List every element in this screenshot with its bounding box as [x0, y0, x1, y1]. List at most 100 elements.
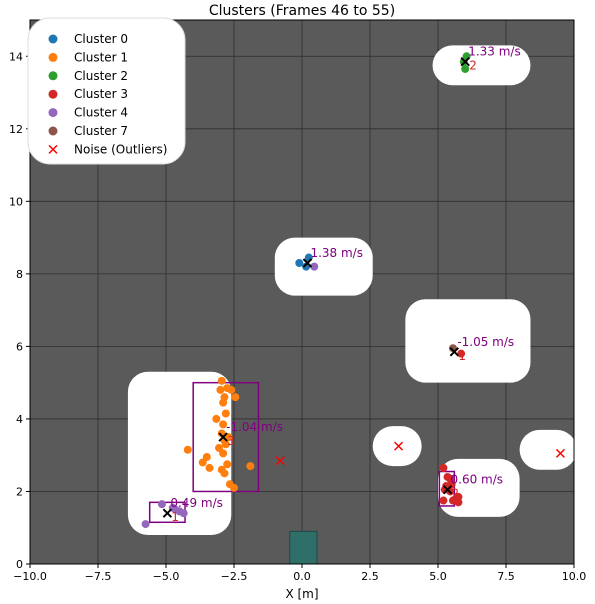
legend-marker	[48, 34, 58, 44]
x-marker-stroke	[48, 144, 58, 154]
data-point	[219, 398, 228, 407]
speed-label: 0.60 m/s	[451, 473, 504, 487]
x-tick-label: −7.5	[85, 570, 112, 583]
x-marker-stroke	[162, 508, 173, 518]
highlight-region	[405, 299, 531, 383]
data-point	[224, 433, 233, 442]
y-tick-label: 4	[16, 413, 23, 426]
data-point	[216, 385, 225, 394]
data-point	[219, 449, 228, 458]
speed-label: 1.33 m/s	[468, 45, 521, 59]
y-tick-label: 6	[16, 340, 23, 353]
legend-label: Cluster 3	[74, 87, 128, 101]
legend-marker	[48, 89, 58, 99]
data-point	[215, 443, 224, 452]
cluster-bounding-box	[438, 470, 456, 507]
data-point	[439, 463, 448, 472]
data-point	[179, 509, 188, 518]
speed-label: 0.49 m/s	[170, 496, 223, 510]
legend-marker	[48, 71, 58, 81]
data-point	[231, 393, 240, 402]
cluster-id-label: 2	[452, 487, 460, 501]
x-tick-label: 7.5	[497, 570, 515, 583]
data-point	[221, 440, 230, 449]
highlight-region	[127, 371, 232, 535]
data-point	[183, 445, 192, 454]
data-point	[220, 469, 229, 478]
highlight-region	[372, 426, 422, 467]
legend-label: Cluster 2	[74, 69, 128, 83]
data-point	[157, 500, 166, 509]
highlight-region	[519, 429, 577, 470]
x-marker-stroke	[302, 258, 313, 268]
data-point	[212, 414, 221, 423]
legend-marker	[48, 52, 58, 62]
centroid-marker	[460, 56, 470, 67]
centroid-marker	[302, 258, 313, 268]
centroid-marker	[218, 432, 228, 442]
data-point	[310, 262, 319, 271]
ego-vehicle	[289, 530, 318, 565]
legend-marker	[48, 108, 58, 118]
x-axis-label: X [m]	[285, 587, 318, 601]
highlight-region	[432, 45, 531, 86]
legend-label: Cluster 1	[74, 50, 128, 64]
cluster-id-label: 1	[458, 349, 466, 363]
x-tick-label: −10.0	[13, 570, 47, 583]
noise-marker	[555, 448, 565, 458]
x-tick-label: 0.0	[293, 570, 311, 583]
legend-marker	[48, 126, 58, 136]
cluster-id-label: 1	[171, 510, 179, 524]
y-tick-label: 8	[16, 268, 23, 281]
data-point	[454, 498, 463, 507]
y-tick-label: 2	[16, 485, 23, 498]
data-point	[219, 420, 228, 429]
data-point	[221, 409, 230, 418]
data-point	[141, 520, 150, 529]
x-marker-stroke	[394, 441, 404, 451]
x-tick-label: −5.0	[153, 570, 180, 583]
axes: −10.0 −7.5 −5.0 −2.5 0.0 2.5 5.0 7.5 10.00246810…	[9, 19, 587, 583]
y-tick-label: 12	[9, 123, 23, 136]
legend-box	[27, 17, 186, 165]
data-point	[202, 453, 211, 462]
centroid-marker	[442, 484, 453, 495]
data-point	[246, 462, 255, 471]
data-point	[217, 376, 226, 385]
legend-label: Cluster 0	[74, 32, 128, 46]
legend-marker	[48, 144, 58, 154]
data-point	[439, 496, 448, 505]
speed-label: 1.38 m/s	[310, 246, 363, 260]
speed-label: -1.05 m/s	[457, 335, 514, 349]
legend: Cluster 0 Cluster 1 Cluster 2 Cluster 3 Clus…	[27, 17, 186, 165]
legend-label: Noise (Outliers)	[74, 142, 167, 156]
data-point	[295, 258, 304, 267]
data-point	[198, 458, 207, 467]
legend-label: Cluster 7	[74, 124, 128, 138]
x-marker-stroke	[449, 347, 460, 357]
data-point	[457, 349, 466, 358]
x-tick-label: 2.5	[361, 570, 379, 583]
data-point	[230, 483, 238, 492]
legend-label: Cluster 4	[74, 106, 128, 120]
x-marker-stroke	[442, 484, 453, 495]
data-point	[205, 463, 214, 472]
x-tick-label: 5.0	[429, 570, 447, 583]
data-point	[461, 64, 470, 73]
y-tick-label: 0	[16, 558, 23, 571]
cluster-id-label: 2	[469, 59, 477, 73]
cluster-bounding-box	[192, 381, 260, 493]
centroid-marker	[162, 508, 173, 518]
x-marker-stroke	[218, 432, 228, 442]
centroid-marker	[449, 347, 460, 357]
noise-marker	[275, 456, 285, 466]
x-tick-label: 10.0	[562, 570, 587, 583]
x-marker-stroke	[275, 456, 285, 466]
noise-marker	[394, 441, 404, 451]
speed-label: -1.04 m/s	[226, 420, 283, 434]
cluster-id-label: 3	[227, 434, 235, 448]
x-marker-stroke	[460, 56, 470, 67]
y-tick-label: 10	[9, 195, 23, 208]
x-tick-label: −2.5	[221, 570, 248, 583]
